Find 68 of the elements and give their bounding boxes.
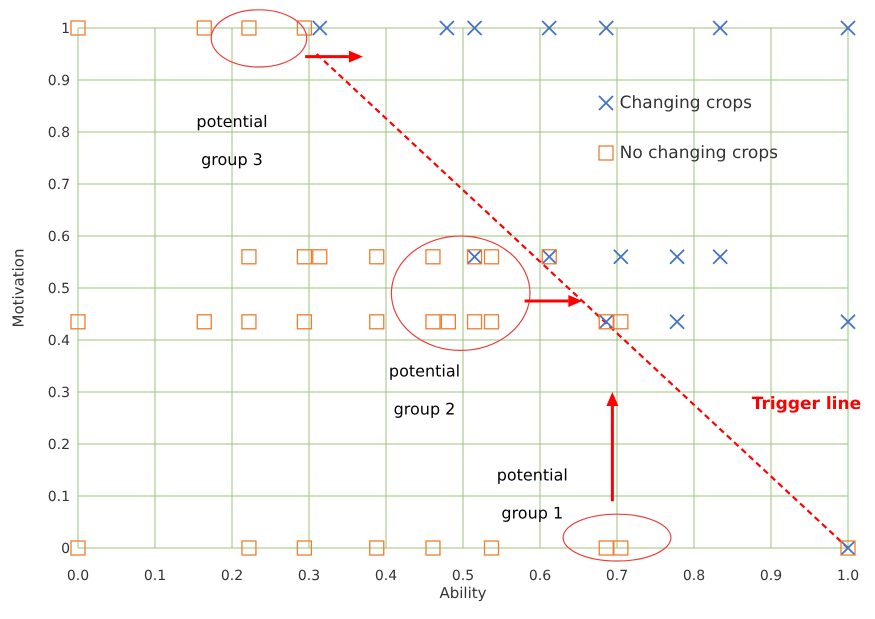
x-axis-title: Ability <box>439 584 487 602</box>
point <box>669 314 685 330</box>
x-tick-label: 0.5 <box>452 568 474 584</box>
y-tick-label: 0.8 <box>48 124 70 141</box>
point <box>438 20 455 36</box>
y-tick-label: 0.4 <box>48 332 70 349</box>
y-axis-title: Motivation <box>9 248 28 328</box>
point <box>241 249 257 264</box>
y-tick-label: 0 <box>61 540 70 557</box>
x-tick-label: 0.7 <box>606 568 628 584</box>
x-tick-label: 0.3 <box>298 568 320 584</box>
annotation: potential group 3 <box>196 112 268 169</box>
point <box>241 314 257 330</box>
point <box>296 20 312 36</box>
point <box>484 314 500 330</box>
point <box>241 540 257 556</box>
point <box>296 314 312 330</box>
point <box>296 540 312 556</box>
point <box>369 314 384 330</box>
point <box>598 540 614 556</box>
point <box>196 314 212 330</box>
point <box>70 314 86 330</box>
y-tick-label: 0.6 <box>48 228 70 245</box>
point <box>425 249 441 264</box>
point <box>70 20 86 36</box>
point <box>241 20 257 36</box>
point <box>466 314 482 330</box>
point <box>70 540 86 556</box>
x-tick-label: 0.9 <box>760 568 782 584</box>
x-tick-label: 0.4 <box>374 568 398 584</box>
annotation: potential group 2 <box>388 361 460 418</box>
point <box>484 540 500 556</box>
point <box>466 20 482 36</box>
point <box>712 20 728 36</box>
point <box>425 540 441 556</box>
point <box>613 540 628 556</box>
y-tick-label: 0.9 <box>48 72 70 89</box>
point <box>840 314 856 330</box>
series-label: Trigger line <box>752 394 862 414</box>
point <box>312 20 328 36</box>
point <box>369 540 384 556</box>
point <box>312 249 328 264</box>
point <box>669 248 685 265</box>
x-tick-label: 0.1 <box>144 568 166 584</box>
x-tick-label: 0.6 <box>528 568 552 584</box>
point <box>612 248 629 265</box>
y-tick-label: 0.3 <box>48 384 70 401</box>
point <box>541 20 558 36</box>
y-tick-label: 1 <box>61 20 70 37</box>
point <box>425 314 441 330</box>
x-tick-label: 1.0 <box>836 568 860 584</box>
x-tick-label: 0.0 <box>66 568 90 584</box>
point <box>613 314 628 330</box>
y-tick-label: 0.1 <box>48 488 70 505</box>
point <box>440 314 456 330</box>
point <box>712 248 728 265</box>
point <box>196 20 212 36</box>
annotation: potential group 1 <box>496 465 568 522</box>
y-tick-label: 0.7 <box>48 176 70 193</box>
x-tick-label: 0.2 <box>220 568 244 584</box>
y-tick-label: 0.5 <box>48 280 70 297</box>
point <box>369 249 384 264</box>
point <box>296 249 312 264</box>
point <box>598 20 614 36</box>
x-tick-label: 0.8 <box>682 568 706 584</box>
y-tick-label: 0.2 <box>48 436 70 453</box>
point <box>484 249 500 264</box>
point <box>840 20 856 36</box>
